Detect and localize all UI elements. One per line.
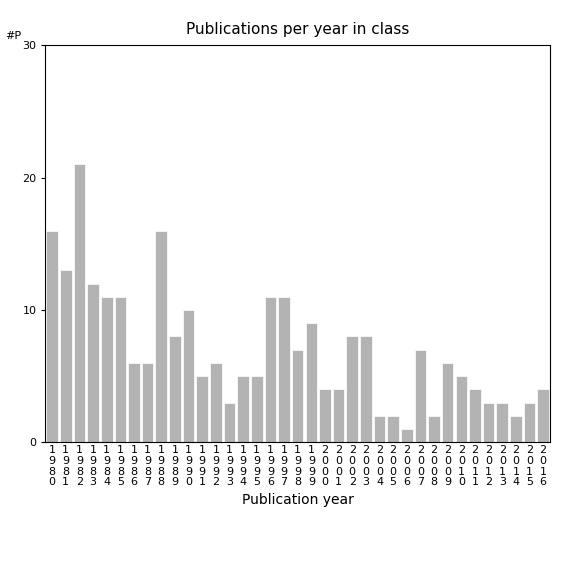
Title: Publications per year in class: Publications per year in class bbox=[186, 22, 409, 37]
Bar bbox=[387, 416, 399, 442]
Bar bbox=[538, 390, 549, 442]
Bar bbox=[196, 376, 208, 442]
Bar bbox=[128, 363, 140, 442]
Bar bbox=[346, 336, 358, 442]
Bar bbox=[333, 390, 344, 442]
Bar bbox=[442, 363, 454, 442]
Bar bbox=[319, 390, 331, 442]
Bar bbox=[46, 231, 58, 442]
Bar bbox=[497, 403, 508, 442]
Bar bbox=[428, 416, 440, 442]
Bar bbox=[374, 416, 386, 442]
Bar bbox=[115, 297, 126, 442]
Bar bbox=[169, 336, 181, 442]
Bar bbox=[60, 270, 71, 442]
Bar bbox=[524, 403, 535, 442]
Bar bbox=[455, 376, 467, 442]
Bar bbox=[265, 297, 276, 442]
Bar bbox=[155, 231, 167, 442]
Bar bbox=[278, 297, 290, 442]
Bar bbox=[87, 284, 99, 442]
Bar bbox=[224, 403, 235, 442]
Bar bbox=[360, 336, 371, 442]
Bar bbox=[142, 363, 154, 442]
Bar bbox=[74, 164, 85, 442]
X-axis label: Publication year: Publication year bbox=[242, 493, 354, 507]
Bar bbox=[510, 416, 522, 442]
Bar bbox=[306, 323, 317, 442]
Bar bbox=[238, 376, 249, 442]
Bar bbox=[183, 310, 194, 442]
Bar bbox=[469, 390, 481, 442]
Bar bbox=[210, 363, 222, 442]
Text: #P: #P bbox=[5, 31, 21, 41]
Bar bbox=[292, 350, 303, 442]
Bar bbox=[414, 350, 426, 442]
Bar bbox=[101, 297, 112, 442]
Bar bbox=[251, 376, 263, 442]
Bar bbox=[483, 403, 494, 442]
Bar bbox=[401, 429, 413, 442]
